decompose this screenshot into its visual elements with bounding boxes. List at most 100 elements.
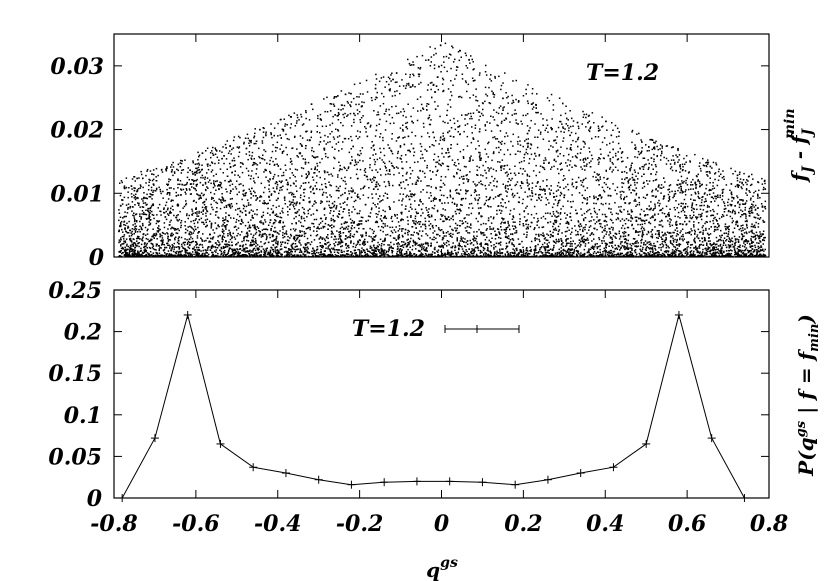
scatter-point — [118, 241, 120, 244]
scatter-point — [396, 112, 398, 115]
scatter-point — [605, 169, 607, 172]
scatter-point — [431, 224, 434, 227]
scatter-point — [285, 146, 287, 149]
scatter-point — [536, 221, 538, 223]
scatter-point — [757, 181, 760, 184]
scatter-point — [522, 95, 525, 97]
scatter-point — [412, 85, 414, 87]
scatter-point — [602, 251, 604, 253]
scatter-point — [426, 209, 428, 211]
scatter-point — [742, 227, 744, 229]
scatter-point — [238, 176, 241, 178]
scatter-point — [536, 182, 539, 184]
scatter-point — [482, 114, 484, 117]
scatter-point — [386, 193, 389, 195]
scatter-point — [198, 198, 200, 200]
scatter-point — [331, 253, 334, 256]
scatter-point — [246, 133, 249, 136]
scatter-point — [493, 96, 495, 98]
scatter-point — [391, 72, 393, 74]
scatter-point — [688, 231, 691, 233]
scatter-point — [546, 179, 548, 181]
scatter-point — [492, 227, 495, 229]
scatter-point — [427, 214, 429, 217]
scatter-point — [236, 243, 238, 245]
scatter-point — [599, 225, 602, 228]
scatter-point — [475, 88, 477, 90]
scatter-point — [333, 138, 336, 140]
scatter-point — [493, 136, 496, 138]
scatter-point — [629, 169, 631, 172]
scatter-point — [731, 193, 733, 196]
scatter-point — [589, 151, 591, 153]
scatter-point — [390, 230, 393, 232]
scatter-point — [431, 253, 433, 256]
scatter-point — [138, 236, 140, 238]
scatter-point — [429, 65, 432, 67]
scatter-point — [420, 235, 423, 237]
scatter-point — [696, 216, 699, 218]
scatter-point — [543, 234, 545, 236]
scatter-point — [589, 248, 592, 251]
scatter-point — [565, 252, 567, 254]
scatter-point — [310, 136, 312, 139]
scatter-point — [166, 193, 168, 195]
scatter-point — [436, 233, 438, 236]
scatter-point — [331, 224, 333, 226]
scatter-point — [646, 246, 648, 248]
scatter-point — [660, 249, 662, 251]
scatter-point — [119, 251, 121, 253]
scatter-point — [240, 223, 242, 225]
scatter-point — [599, 158, 601, 160]
scatter-point — [487, 250, 490, 252]
scatter-point — [441, 215, 443, 217]
scatter-point — [323, 214, 326, 216]
scatter-point — [744, 228, 746, 230]
scatter-point — [571, 156, 574, 158]
scatter-point — [624, 238, 627, 240]
scatter-point — [648, 205, 650, 207]
scatter-point — [713, 187, 716, 189]
scatter-point — [373, 158, 376, 161]
scatter-point — [709, 252, 711, 254]
scatter-point — [159, 188, 161, 191]
scatter-point — [127, 208, 129, 210]
scatter-point — [683, 238, 685, 240]
scatter-point — [305, 254, 307, 256]
scatter-point — [327, 248, 329, 250]
scatter-point — [458, 193, 461, 195]
scatter-point — [224, 143, 227, 146]
scatter-point — [407, 103, 409, 105]
scatter-point — [177, 178, 179, 180]
scatter-point — [295, 215, 297, 218]
scatter-point — [297, 156, 299, 158]
scatter-point — [537, 129, 540, 131]
scatter-point — [661, 212, 664, 214]
scatter-point — [611, 253, 614, 255]
scatter-point — [563, 131, 565, 133]
scatter-point — [485, 74, 488, 76]
scatter-point — [443, 235, 445, 237]
scatter-point — [581, 181, 584, 184]
scatter-point — [734, 244, 736, 246]
scatter-point — [444, 215, 446, 218]
scatter-point — [277, 215, 279, 218]
scatter-point — [360, 223, 363, 225]
scatter-point — [678, 159, 680, 161]
scatter-point — [230, 217, 232, 219]
scatter-point — [178, 240, 180, 242]
scatter-point — [575, 140, 577, 143]
scatter-point — [714, 216, 716, 219]
scatter-point — [199, 243, 202, 246]
scatter-point — [639, 167, 641, 169]
scatter-point — [421, 245, 424, 247]
scatter-point — [534, 238, 536, 240]
scatter-point — [675, 220, 678, 223]
scatter-point — [572, 240, 574, 242]
scatter-point — [748, 210, 750, 213]
scatter-point — [756, 251, 759, 253]
scatter-point — [229, 162, 231, 165]
scatter-point — [373, 253, 375, 255]
scatter-point — [143, 255, 145, 257]
scatter-point — [367, 250, 369, 252]
